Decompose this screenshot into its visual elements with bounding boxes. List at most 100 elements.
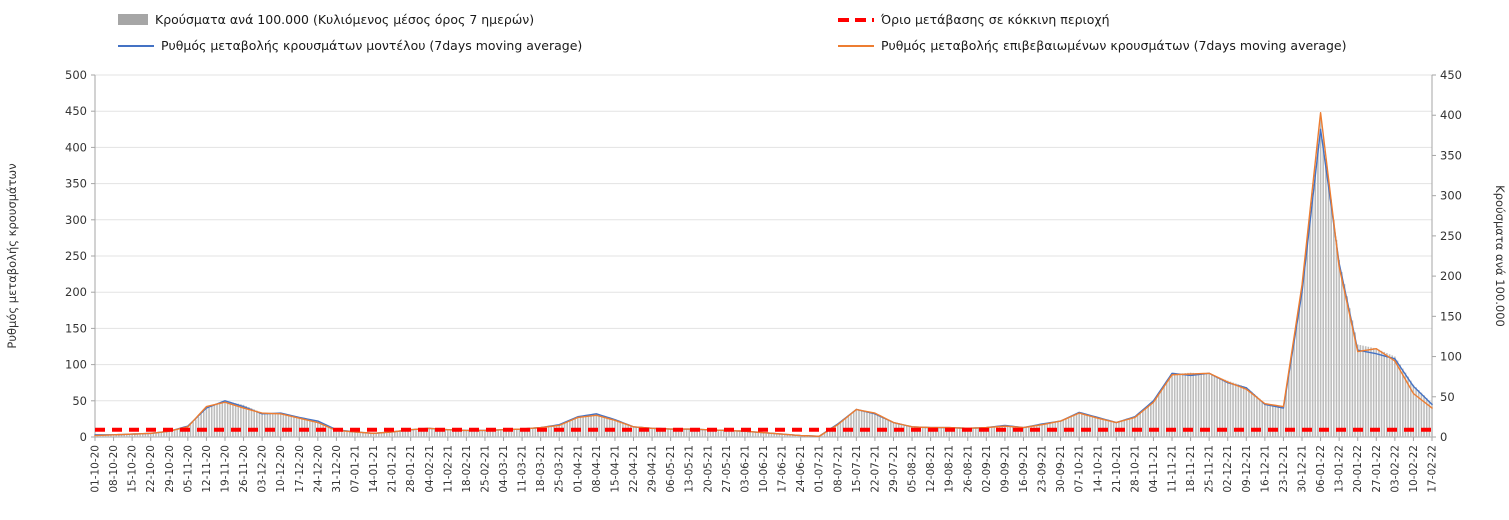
svg-text:01-10-20: 01-10-20 (90, 445, 102, 493)
legend-item-cases-per-100k: Κρούσματα ανά 100.000 (Κυλιόμενος μέσος … (118, 12, 534, 27)
svg-text:200: 200 (65, 285, 87, 299)
svg-text:07-10-21: 07-10-21 (1074, 445, 1086, 493)
left-axis-title: Ρυθμός μεταβολής κρουσμάτων (5, 163, 19, 348)
svg-text:22-04-21: 22-04-21 (628, 445, 640, 493)
svg-text:15-07-21: 15-07-21 (851, 445, 863, 493)
svg-text:200: 200 (1440, 269, 1462, 283)
svg-text:28-01-21: 28-01-21 (405, 445, 417, 493)
svg-text:01-07-21: 01-07-21 (814, 445, 826, 493)
svg-text:06-01-22: 06-01-22 (1315, 445, 1327, 493)
svg-text:26-08-21: 26-08-21 (962, 445, 974, 493)
svg-text:15-10-20: 15-10-20 (127, 445, 139, 493)
svg-text:300: 300 (65, 213, 87, 227)
svg-text:450: 450 (1440, 68, 1462, 82)
svg-text:04-11-21: 04-11-21 (1148, 445, 1160, 493)
svg-text:100: 100 (1440, 350, 1462, 364)
svg-text:450: 450 (65, 104, 87, 118)
svg-text:10-02-22: 10-02-22 (1408, 445, 1420, 493)
svg-text:25-03-21: 25-03-21 (554, 445, 566, 493)
svg-text:21-01-21: 21-01-21 (387, 445, 399, 493)
svg-text:500: 500 (65, 68, 87, 82)
svg-text:03-06-21: 03-06-21 (739, 445, 751, 493)
svg-text:100: 100 (65, 358, 87, 372)
confirmed-line-swatch-icon (838, 44, 874, 47)
x-axis-labels: 01-10-20 08-10-20 15-10-20 22-10-20 29-10-20… (90, 437, 1439, 493)
svg-text:02-12-21: 02-12-21 (1222, 445, 1234, 493)
svg-text:20-01-22: 20-01-22 (1352, 445, 1364, 493)
model-line-swatch-icon (118, 44, 154, 47)
svg-text:12-08-21: 12-08-21 (925, 445, 937, 493)
svg-text:18-03-21: 18-03-21 (535, 445, 547, 493)
svg-text:27-01-22: 27-01-22 (1371, 445, 1383, 493)
svg-text:50: 50 (72, 394, 87, 408)
svg-text:18-11-21: 18-11-21 (1185, 445, 1197, 493)
svg-text:17-06-21: 17-06-21 (777, 445, 789, 493)
legend-item-confirmed-rate: Ρυθμός μεταβολής επιβεβαιωμένων κρουσμάτ… (838, 38, 1346, 53)
bars-series (94, 119, 1433, 438)
svg-text:12-11-20: 12-11-20 (201, 445, 213, 493)
svg-text:400: 400 (65, 140, 87, 154)
svg-text:29-04-21: 29-04-21 (647, 445, 659, 493)
confirmed-line (94, 111, 1433, 437)
svg-text:26-11-20: 26-11-20 (238, 445, 250, 493)
svg-text:08-07-21: 08-07-21 (832, 445, 844, 493)
svg-text:31-12-20: 31-12-20 (331, 445, 343, 493)
svg-text:15-04-21: 15-04-21 (609, 445, 621, 493)
svg-text:22-07-21: 22-07-21 (869, 445, 881, 493)
svg-text:250: 250 (65, 249, 87, 263)
svg-text:03-12-20: 03-12-20 (257, 445, 269, 493)
svg-text:05-11-20: 05-11-20 (182, 445, 194, 493)
svg-text:350: 350 (65, 177, 87, 191)
svg-text:07-01-21: 07-01-21 (350, 445, 362, 493)
model-line (94, 128, 1433, 437)
legend-item-model-rate: Ρυθμός μεταβολής κρουσμάτων μοντέλου (7d… (118, 38, 582, 53)
legend-label-confirmed-rate: Ρυθμός μεταβολής επιβεβαιωμένων κρουσμάτ… (881, 38, 1347, 53)
svg-text:17-12-20: 17-12-20 (294, 445, 306, 493)
svg-text:23-09-21: 23-09-21 (1037, 445, 1049, 493)
svg-text:50: 50 (1440, 390, 1455, 404)
legend-item-red-zone-threshold: Όριο μετάβασης σε κόκκινη περιοχή (838, 12, 1110, 27)
svg-text:11-03-21: 11-03-21 (517, 445, 529, 493)
svg-text:01-04-21: 01-04-21 (572, 445, 584, 493)
svg-text:16-12-21: 16-12-21 (1259, 445, 1271, 493)
svg-text:03-02-22: 03-02-22 (1389, 445, 1401, 493)
svg-text:25-11-21: 25-11-21 (1204, 445, 1216, 493)
right-axis-title: Κρούσματα ανά 100.000 (1493, 185, 1507, 327)
svg-text:19-08-21: 19-08-21 (944, 445, 956, 493)
svg-text:29-07-21: 29-07-21 (888, 445, 900, 493)
right-axis-labels: 0 50 100 150 200 250 300 350 400 450 (1432, 68, 1462, 444)
svg-text:23-12-21: 23-12-21 (1278, 445, 1290, 493)
svg-text:27-05-21: 27-05-21 (721, 445, 733, 493)
svg-text:17-02-22: 17-02-22 (1427, 445, 1439, 493)
svg-text:16-09-21: 16-09-21 (1018, 445, 1030, 493)
svg-text:18-02-21: 18-02-21 (461, 445, 473, 493)
svg-text:0: 0 (80, 430, 87, 444)
svg-text:05-08-21: 05-08-21 (907, 445, 919, 493)
svg-text:30-12-21: 30-12-21 (1297, 445, 1309, 493)
svg-text:30-09-21: 30-09-21 (1055, 445, 1067, 493)
gridlines (94, 74, 1433, 438)
svg-text:09-12-21: 09-12-21 (1241, 445, 1253, 493)
svg-text:300: 300 (1440, 189, 1462, 203)
svg-text:25-02-21: 25-02-21 (480, 445, 492, 493)
svg-text:09-09-21: 09-09-21 (999, 445, 1011, 493)
svg-text:20-05-21: 20-05-21 (702, 445, 714, 493)
svg-text:02-09-21: 02-09-21 (981, 445, 993, 493)
bar-series-swatch-icon (118, 14, 148, 25)
svg-text:04-02-21: 04-02-21 (424, 445, 436, 493)
svg-text:08-04-21: 08-04-21 (591, 445, 603, 493)
svg-text:19-11-20: 19-11-20 (220, 445, 232, 493)
left-axis-labels: 0 50 100 150 200 250 300 350 400 450 500 (65, 68, 95, 444)
svg-text:150: 150 (1440, 309, 1462, 323)
svg-text:06-05-21: 06-05-21 (665, 445, 677, 493)
svg-text:24-06-21: 24-06-21 (795, 445, 807, 493)
svg-text:04-03-21: 04-03-21 (498, 445, 510, 493)
svg-text:08-10-20: 08-10-20 (108, 445, 120, 493)
svg-text:11-02-21: 11-02-21 (442, 445, 454, 493)
legend-label-red-zone-threshold: Όριο μετάβασης σε κόκκινη περιοχή (881, 12, 1110, 27)
svg-text:14-01-21: 14-01-21 (368, 445, 380, 493)
svg-text:13-01-22: 13-01-22 (1334, 445, 1346, 493)
svg-text:250: 250 (1440, 229, 1462, 243)
svg-text:150: 150 (65, 321, 87, 335)
